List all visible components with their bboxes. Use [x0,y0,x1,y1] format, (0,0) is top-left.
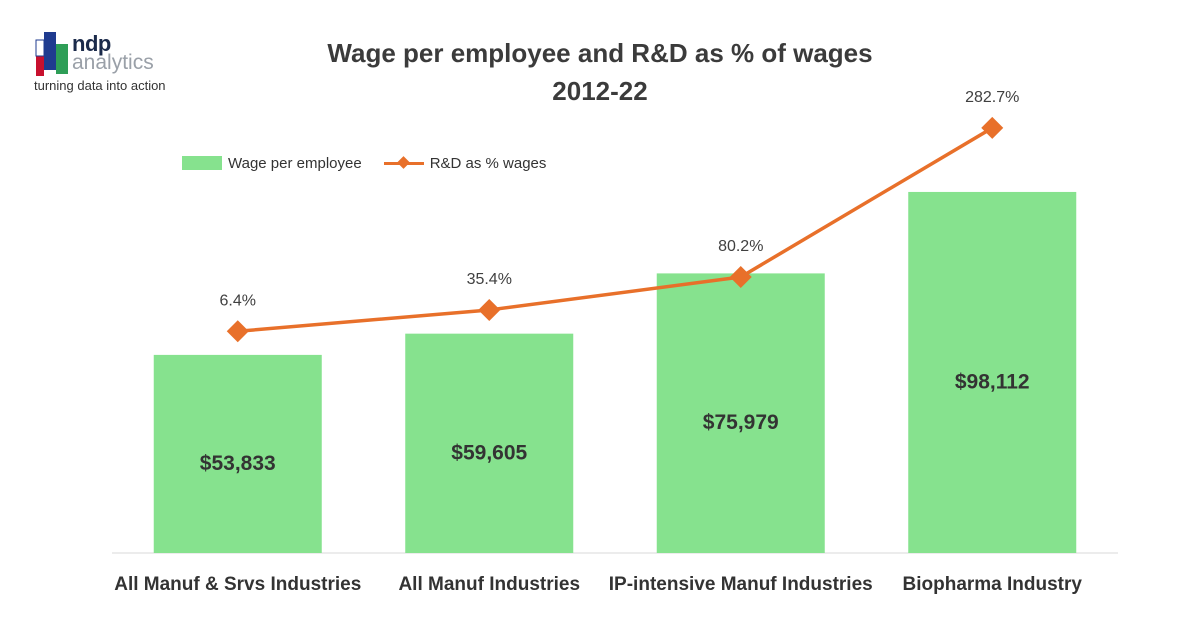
legend-label-rd: R&D as % wages [429,154,547,172]
bar-2 [656,273,825,553]
legend-swatch-line [383,156,424,170]
rd-data-label-1: 35.4% [467,271,512,288]
chart-title-line2: 2012-22 [552,76,648,106]
legend-item-wage: Wage per employee [182,155,362,172]
x-tick-label-3: Biopharma Industry [903,574,1083,595]
chart-title-line1: Wage per employee and R&D as % of wages [327,38,873,68]
bar-3 [908,191,1077,553]
bar-data-label-2: $75,979 [703,411,779,434]
x-tick-label-0: All Manuf & Srvs Industries [114,574,361,595]
rd-point-1 [478,298,501,321]
rd-series-line [237,126,994,334]
bar-1 [405,333,574,553]
rd-data-label-0: 6.4% [220,292,256,309]
x-tick-label-2: IP-intensive Manuf Industries [609,574,873,595]
bar-data-label-1: $59,605 [451,441,527,464]
logo-name-line2: analytics [72,51,154,74]
legend-label-wage: Wage per employee [228,154,362,172]
legend-swatch-bar [182,156,222,170]
rd-data-label-2: 80.2% [718,238,763,255]
chart-title: Wage per employee and R&D as % of wages … [300,34,900,110]
legend: Wage per employee R&D as % wages [182,152,568,174]
rd-point-0 [226,320,249,343]
logo-name-line1: ndp [72,31,111,56]
x-tick-label-1: All Manuf Industries [398,574,580,595]
rd-point-3 [981,116,1004,139]
bar-0 [153,354,322,553]
logo-tagline: turning data into action [34,78,166,93]
rd-data-label-3: 282.7% [965,89,1019,106]
logo-bars-icon [35,32,68,76]
rd-point-2 [729,265,752,288]
ndp-analytics-logo: ndp analytics turning data into action [34,30,194,100]
bar-data-label-3: $98,112 [955,370,1030,393]
bar-data-label-0: $53,833 [200,452,276,475]
legend-item-rd: R&D as % wages [383,154,547,172]
